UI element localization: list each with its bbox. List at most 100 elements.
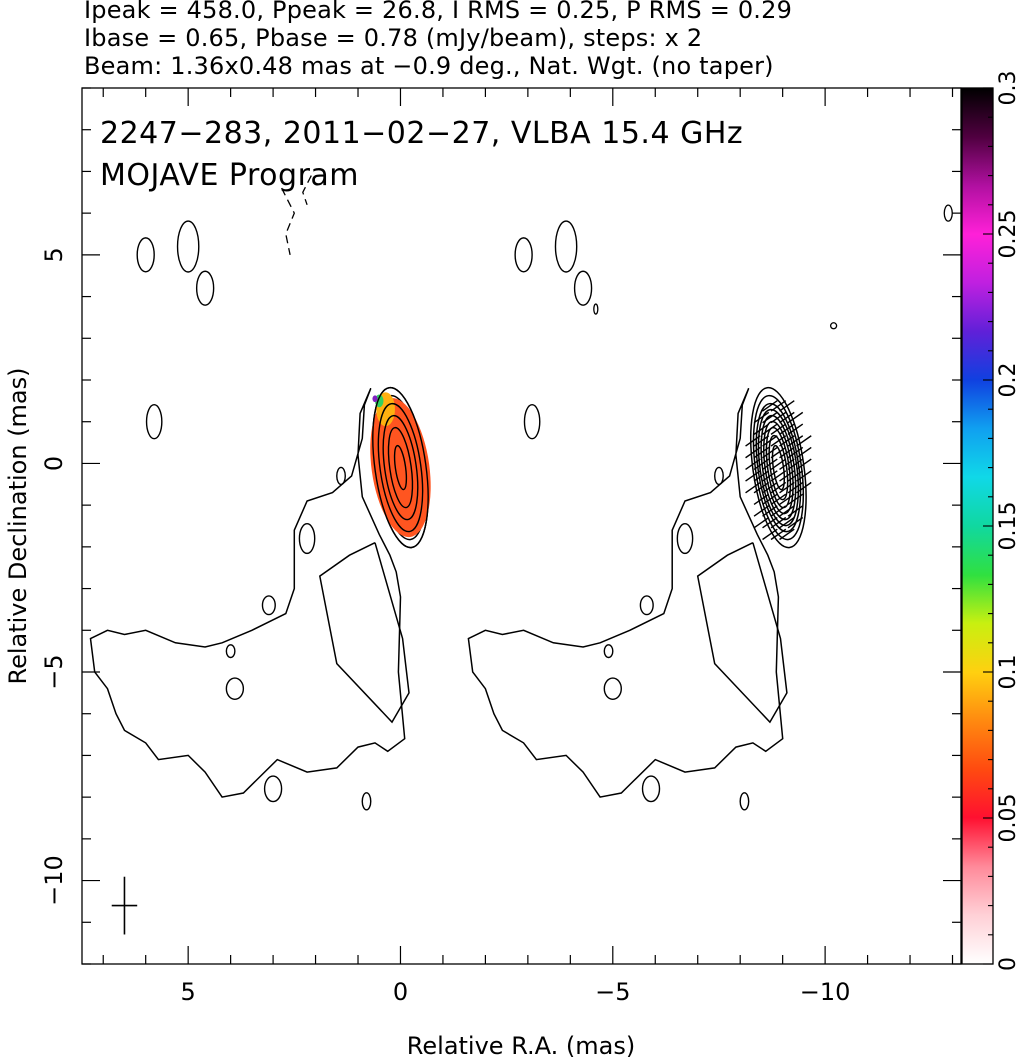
evpa-vector xyxy=(779,400,795,412)
evpa-vector xyxy=(779,528,795,541)
contour-blob xyxy=(641,775,661,803)
evpa-vector xyxy=(753,446,770,459)
contour-ring xyxy=(752,394,805,541)
evpa-vector xyxy=(753,470,770,482)
contour-layer xyxy=(89,175,953,811)
evpa-vector xyxy=(787,505,804,517)
contour-blob xyxy=(714,466,724,486)
evpa-vector xyxy=(762,470,778,482)
contour-blob xyxy=(225,677,245,701)
contour-line xyxy=(696,542,788,724)
y-tick-label: −10 xyxy=(40,855,68,906)
y-tick-label: −5 xyxy=(40,654,68,689)
evpa-vector xyxy=(787,446,804,459)
evpa-vector xyxy=(779,493,795,506)
contour-blob xyxy=(195,270,215,306)
evpa-vector xyxy=(745,481,761,494)
contour-blob xyxy=(829,322,838,330)
y-tick-label: 5 xyxy=(40,247,68,262)
evpa-vector xyxy=(796,458,812,470)
stats-line-2: Ibase = 0.65, Pbase = 0.78 (mJy/beam), s… xyxy=(84,24,703,52)
colorbar-tick-labels: 0 0.05 0.1 0.15 0.2 0.25 0.3 xyxy=(996,71,1021,972)
evpa-vector xyxy=(745,458,761,470)
contour-blob xyxy=(136,237,155,273)
stats-line-1: Ipeak = 458.0, Ppeak = 26.8, I RMS = 0.2… xyxy=(84,0,793,24)
evpa-vector xyxy=(779,481,795,494)
evpa-vector xyxy=(770,528,787,541)
colorbar-tick-label: 0.1 xyxy=(996,655,1021,690)
evpa-vector xyxy=(779,470,795,482)
contour-blob xyxy=(263,775,283,803)
evpa-vector xyxy=(753,505,770,517)
evpa-vector xyxy=(753,516,770,529)
evpa-vector xyxy=(779,458,795,470)
x-axis-label: Relative R.A. (mas) xyxy=(407,1032,635,1060)
evpa-vector xyxy=(787,423,804,435)
evpa-vector xyxy=(753,458,770,470)
contour-ring xyxy=(755,402,802,533)
evpa-vector xyxy=(762,423,778,435)
pol-intensity-fill xyxy=(370,398,431,538)
y-axis-tick-labels: 5 0 −5 −10 xyxy=(40,247,68,906)
evpa-vector xyxy=(796,470,812,482)
contour-blob xyxy=(603,644,614,659)
contour-blob xyxy=(176,220,200,273)
evpa-vector xyxy=(762,516,778,529)
evpa-vector xyxy=(787,470,804,482)
plot-frame xyxy=(81,87,962,965)
evpa-vector xyxy=(753,481,770,494)
contour-blob xyxy=(573,270,593,306)
evpa-vector xyxy=(796,446,812,459)
y-axis-label: Relative Declination (mas) xyxy=(4,367,32,684)
colorbar-tick-label: 0 xyxy=(996,957,1021,971)
colorbar-tick-label: 0.3 xyxy=(996,71,1021,106)
evpa-vector xyxy=(770,423,787,435)
evpa-vector xyxy=(762,493,778,506)
x-tick-label: −10 xyxy=(800,978,851,1006)
evpa-vector xyxy=(779,446,795,459)
evpa-vector xyxy=(762,481,778,494)
contour-blob xyxy=(676,522,694,555)
evpa-vector xyxy=(762,411,778,424)
evpa-vector xyxy=(745,435,761,447)
contour-line xyxy=(89,388,406,798)
contour-blob xyxy=(514,237,533,273)
contour-ring xyxy=(387,426,414,509)
pol-intensity-fill xyxy=(372,395,378,403)
evpa-vector xyxy=(745,446,761,459)
contour-blob xyxy=(739,792,750,811)
x-tick-label: −5 xyxy=(595,978,630,1006)
colorbar-tick-label: 0.15 xyxy=(996,502,1021,551)
contour-blob xyxy=(261,595,276,616)
evpa-vector xyxy=(787,493,804,506)
evpa-vector xyxy=(762,505,778,517)
contour-blob xyxy=(298,522,316,555)
evpa-vector xyxy=(770,470,787,482)
evpa-vector xyxy=(770,435,787,447)
contour-line xyxy=(318,542,410,724)
evpa-vector xyxy=(787,516,804,529)
y-axis-ticks xyxy=(82,87,961,965)
evpa-vector xyxy=(796,435,812,447)
x-tick-label: 5 xyxy=(181,978,196,1006)
evpa-vector-layer xyxy=(745,400,812,541)
evpa-vector xyxy=(779,516,795,529)
contour-ring xyxy=(393,444,408,491)
beam-marker xyxy=(111,876,138,935)
negative-contour xyxy=(281,187,296,256)
contour-blob xyxy=(943,204,953,222)
program-label: MOJAVE Program xyxy=(100,158,359,193)
contour-blob xyxy=(603,677,622,701)
evpa-vector xyxy=(770,481,787,494)
evpa-vector xyxy=(787,481,804,494)
evpa-vector xyxy=(762,446,778,459)
evpa-vector xyxy=(796,481,812,494)
contour-ring xyxy=(377,402,424,533)
evpa-vector xyxy=(787,435,804,447)
evpa-vector xyxy=(762,400,778,412)
evpa-vector xyxy=(787,411,804,424)
evpa-vector xyxy=(770,446,787,459)
contour-blob xyxy=(639,595,654,616)
x-tick-label: 0 xyxy=(393,978,408,1006)
